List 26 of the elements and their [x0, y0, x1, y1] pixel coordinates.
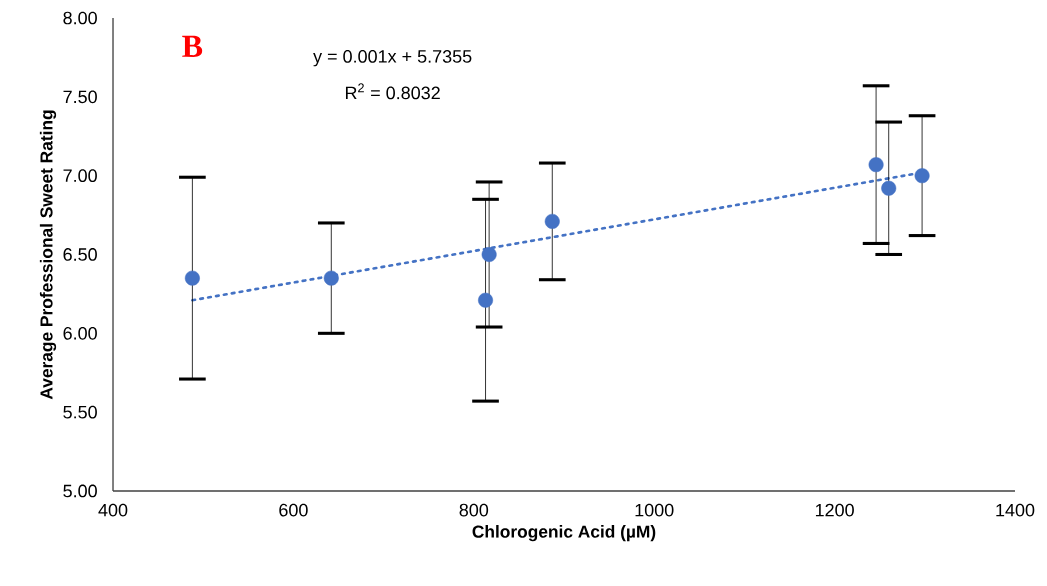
y-tick-label: 5.00 [63, 484, 97, 498]
point [881, 180, 897, 196]
x-tick-label: 600 [279, 503, 308, 517]
x-tick-label: 400 [98, 503, 128, 517]
point [323, 270, 339, 286]
x-tick-label: 1400 [996, 503, 1035, 517]
x-tick-label: 800 [459, 503, 489, 517]
point [868, 157, 884, 173]
annotation: B [182, 35, 203, 57]
x-axis-title: Chlorogenic Acid (µM) [472, 525, 656, 542]
y-tick-label: 7.50 [63, 90, 97, 104]
annotation: R$^{2}$ = 0.8032 [345, 83, 440, 100]
x-tick-label: 1000 [635, 503, 674, 517]
annotation: y = 0.001x + 5.7355 [313, 50, 472, 67]
y-tick-label: 8.00 [63, 11, 97, 25]
y-tick-label: 6.00 [63, 326, 97, 340]
point [544, 213, 560, 229]
x-tick-label: 1200 [815, 503, 854, 517]
y-axis-title: Average Professional Sweet Rating [39, 110, 57, 400]
point [478, 292, 493, 308]
y-tick-label: 7.00 [63, 169, 97, 183]
point [481, 247, 497, 262]
y-tick-label: 6.50 [63, 248, 97, 261]
point [914, 168, 930, 184]
point [184, 270, 200, 286]
y-tick-label: 5.50 [63, 405, 97, 419]
